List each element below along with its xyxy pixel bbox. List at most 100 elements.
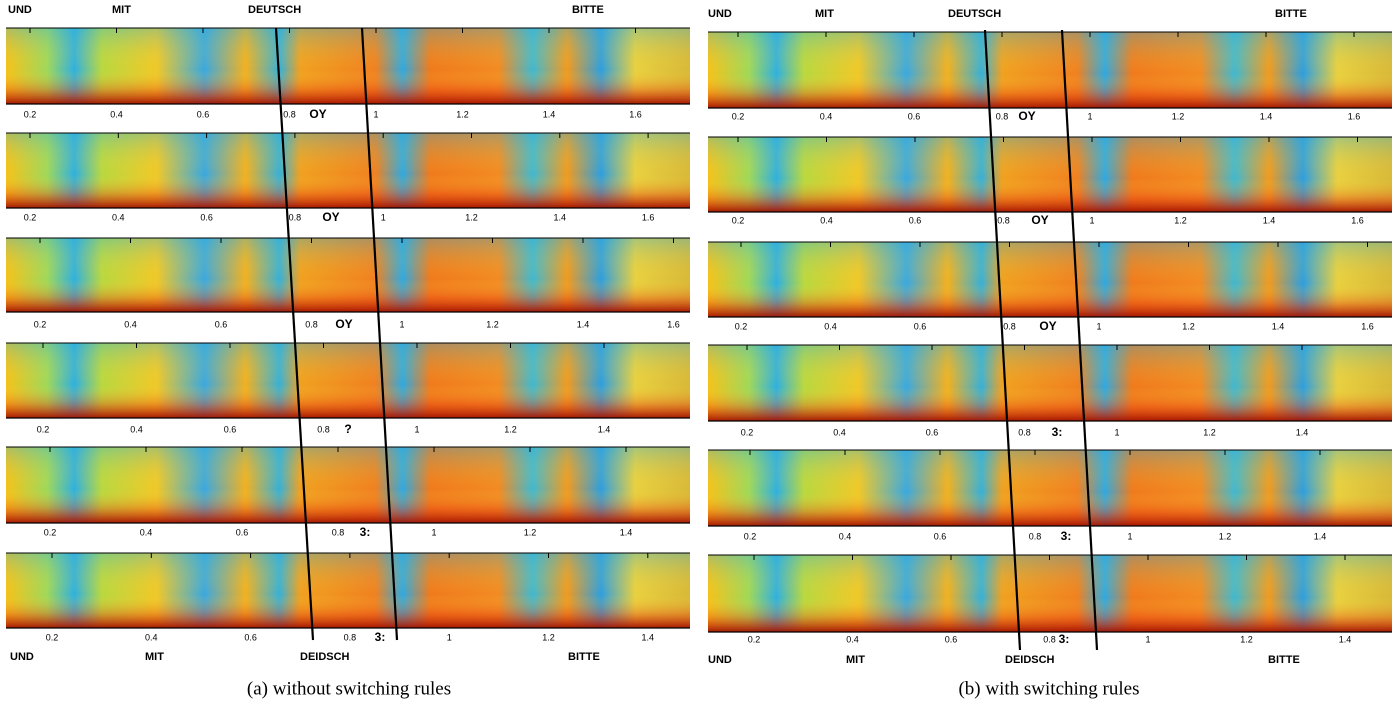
tick-label: 0.4 [820, 111, 833, 121]
spectrogram-shade [6, 447, 690, 523]
word-label: BITTE [1275, 8, 1307, 20]
tick-label: 0.4 [140, 527, 153, 537]
tick-label: 1.6 [1351, 215, 1364, 225]
word-label: DEIDSCH [300, 651, 350, 663]
tick-label: 0.6 [200, 212, 213, 222]
alignment-line [1060, 29, 1099, 651]
caption: (b) with switching rules [958, 678, 1139, 699]
spectrogram-shade [708, 345, 1392, 421]
tick-label: 0.8 [317, 424, 330, 434]
tick-label: 1 [414, 424, 419, 434]
tick-label: 1 [431, 527, 436, 537]
tick-label: 1.2 [524, 527, 537, 537]
tick-label: 0.2 [741, 427, 754, 437]
tick-label: 1.4 [598, 424, 611, 434]
spectrogram-shade [6, 553, 690, 628]
spectrogram-shade [6, 28, 690, 104]
phone-label: 3: [375, 630, 386, 644]
word-label: DEIDSCH [1005, 654, 1055, 666]
tick-label: 0.4 [839, 531, 852, 541]
tick-label: 0.4 [145, 632, 158, 642]
tick-label: 1 [399, 319, 404, 329]
tick-label: 0.4 [846, 634, 859, 644]
tick-label: 1.4 [620, 527, 633, 537]
tick-label: 1.6 [629, 109, 642, 119]
tick-label: 0.8 [997, 215, 1010, 225]
word-label: MIT [815, 8, 834, 20]
tick-label: 0.6 [244, 632, 257, 642]
tick-label: 1.2 [1219, 531, 1232, 541]
phone-label: OY [1031, 213, 1048, 227]
word-label: MIT [145, 651, 164, 663]
tick-label: 0.6 [934, 531, 947, 541]
tick-label: 1.4 [1339, 634, 1352, 644]
phone-label: 3: [1059, 632, 1070, 646]
spectrogram-shade [708, 32, 1392, 108]
word-label: DEUTSCH [948, 8, 1001, 20]
tick-label: 1.6 [642, 212, 655, 222]
tick-label: 0.6 [224, 424, 237, 434]
tick-label: 0.2 [44, 527, 57, 537]
tick-label: 0.8 [344, 632, 357, 642]
tick-label: 0.6 [909, 215, 922, 225]
tick-label: 0.2 [37, 424, 50, 434]
word-label: UND [708, 654, 732, 666]
tick-label: 0.4 [124, 319, 137, 329]
word-label: MIT [846, 654, 865, 666]
tick-label: 1.4 [1296, 427, 1309, 437]
tick-label: 0.8 [305, 319, 318, 329]
tick-label: 1 [373, 109, 378, 119]
phone-label: 3: [1061, 529, 1072, 543]
word-label: MIT [112, 4, 131, 16]
spectrogram-shade [708, 450, 1392, 526]
tick-label: 1.6 [667, 319, 680, 329]
tick-label: 0.6 [914, 321, 927, 331]
word-label: UND [8, 4, 32, 16]
word-label: DEUTSCH [248, 4, 301, 16]
phone-label: ? [344, 422, 351, 436]
tick-label: 0.4 [824, 321, 837, 331]
tick-label: 0.2 [732, 215, 745, 225]
tick-label: 1.2 [1203, 427, 1216, 437]
spectrogram-shade [708, 242, 1392, 317]
tick-label: 0.6 [236, 527, 249, 537]
phone-label: OY [335, 317, 352, 331]
spectrogram-shade [6, 238, 690, 312]
figure-content: 0.2 0.4 0.6 0.8 1 1.2 1.4 1.6 OY 0.2 0.4 0.6 0.8 1 1.2… [6, 4, 1392, 699]
tick-label: 0.4 [112, 212, 125, 222]
tick-label: 1.4 [642, 632, 655, 642]
tick-label: 0.2 [744, 531, 757, 541]
phone-label: OY [1039, 319, 1056, 333]
tick-label: 0.4 [820, 215, 833, 225]
tick-label: 0.8 [289, 212, 302, 222]
tick-label: 0.8 [1018, 427, 1031, 437]
tick-label: 1.2 [486, 319, 499, 329]
tick-label: 1 [381, 212, 386, 222]
tick-label: 1 [1089, 215, 1094, 225]
tick-label: 1 [1127, 531, 1132, 541]
tick-label: 1 [1096, 321, 1101, 331]
tick-label: 0.8 [996, 111, 1009, 121]
tick-label: 0.2 [732, 111, 745, 121]
word-label: UND [708, 8, 732, 20]
tick-label: 0.2 [34, 319, 47, 329]
word-label: UND [10, 651, 34, 663]
phone-label: OY [309, 107, 326, 121]
alignment-line [360, 27, 399, 641]
tick-label: 1.4 [543, 109, 556, 119]
tick-label: 1.2 [465, 212, 478, 222]
tick-label: 0.8 [1003, 321, 1016, 331]
phone-label: OY [1018, 109, 1035, 123]
tick-label: 1.2 [1240, 634, 1253, 644]
phone-label: OY [322, 210, 339, 224]
tick-label: 1.6 [1348, 111, 1361, 121]
word-label: BITTE [568, 651, 600, 663]
tick-label: 1 [447, 632, 452, 642]
phone-label: 3: [360, 525, 371, 539]
tick-label: 1 [1114, 427, 1119, 437]
tick-label: 1.2 [542, 632, 555, 642]
tick-label: 0.8 [1029, 531, 1042, 541]
tick-label: 0.2 [46, 632, 59, 642]
tick-label: 1.4 [1314, 531, 1327, 541]
